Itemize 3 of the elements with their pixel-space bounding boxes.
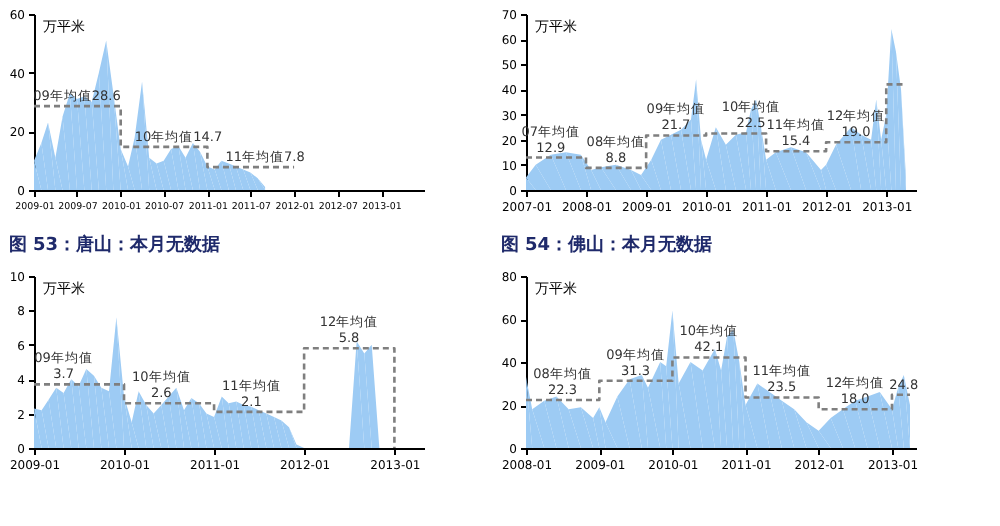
line-series: [32, 346, 396, 450]
chart-title: 图 53：唐山：本月无数据: [8, 234, 221, 256]
chart-title: 图 54：佛山：本月无数据: [500, 234, 713, 256]
